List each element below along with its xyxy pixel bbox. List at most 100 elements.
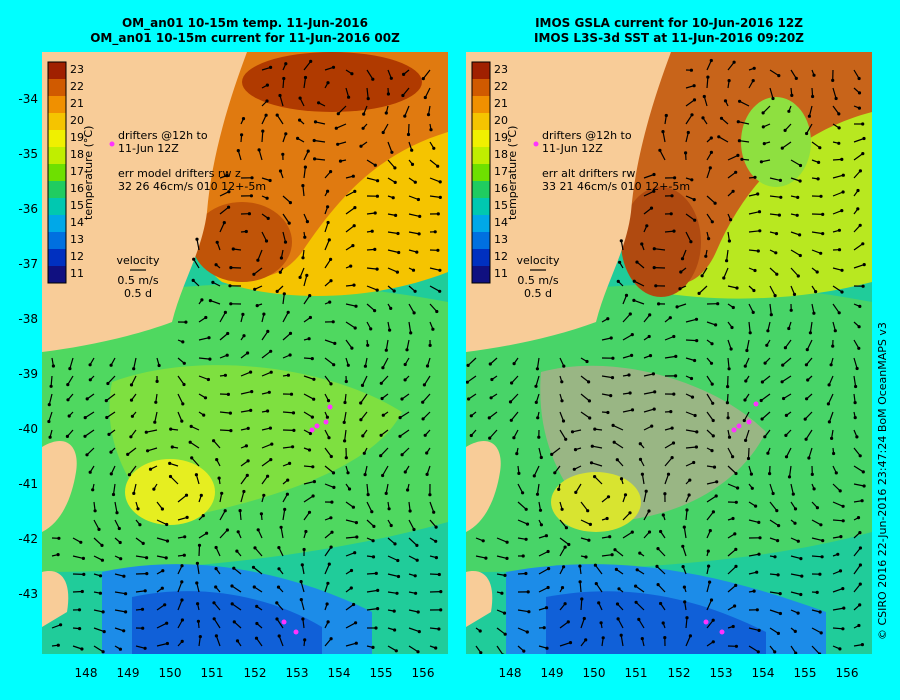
velocity-vector-head [389,306,393,310]
velocity-vector [580,411,591,419]
velocity-vector-head [398,416,402,420]
velocity-vector-head [466,380,469,384]
velocity-vector-head [81,556,85,560]
colorbar-tick-label: 11 [70,267,84,280]
velocity-vector-head [381,473,385,478]
velocity-vector [726,249,729,261]
velocity-vector [533,465,540,477]
velocity-vector [128,465,137,476]
velocity-vector-head [679,270,683,274]
velocity-vector-head [640,242,644,246]
velocity-vector-head [638,551,642,555]
velocity-vector-head [247,212,251,216]
velocity-vector [219,222,225,233]
velocity-vector [240,475,248,485]
velocity-vector [303,481,315,485]
velocity-vector-head [235,639,240,643]
velocity-vector-head [154,400,158,404]
velocity-vector-head [251,565,256,569]
velocity-vector [790,267,799,277]
velocity-vector-head [615,602,620,606]
velocity-vector-head [421,417,425,421]
velocity-vector-head [858,531,862,535]
velocity-vector-head [777,524,781,528]
velocity-vector-head [439,590,443,594]
velocity-vector-head [806,378,810,382]
velocity-vector-head [753,268,757,273]
velocity-vector [422,69,431,79]
right-map-panel: drifters @12h to 11-Jun 12Z err alt drif… [466,52,872,654]
velocity-vector-head [800,574,804,578]
velocity-vector-head [100,543,104,547]
longitude-label: 151 [624,666,648,680]
velocity-vector-head [400,453,404,457]
velocity-vector-head [302,547,306,552]
velocity-vector-head [804,363,808,367]
velocity-vector [382,123,389,133]
velocity-vector [253,566,263,575]
velocity-vector-head [307,510,312,514]
velocity-vector [517,519,528,525]
velocity-vector-head [750,486,754,490]
velocity-vector-head [702,94,706,99]
velocity-vector-head [384,111,388,115]
velocity-vector-head [434,556,438,560]
velocity-vector-head [330,530,334,534]
velocity-vector-head [406,488,410,492]
velocity-vector-head [278,93,282,98]
velocity-vector-head [652,266,656,270]
velocity-vector-head [98,591,102,595]
velocity-vector [105,393,116,402]
colorbar-tick-label: 20 [494,114,508,127]
velocity-vector [643,510,650,521]
velocity-vector-head [253,546,257,550]
velocity-vector [198,545,201,557]
velocity-vector-head [401,93,405,98]
velocity-vector [193,258,200,269]
velocity-vector [237,150,242,161]
velocity-vector [345,339,353,349]
velocity-vector-head [760,417,764,421]
velocity-vector [685,411,696,417]
velocity-vector-head [169,427,173,431]
velocity-vector [387,231,399,235]
velocity-vector-head [632,279,636,283]
velocity-vector-head [796,195,800,199]
velocity-vector-head [371,555,376,559]
velocity-vector-head [124,610,128,614]
velocity-vector-head [761,125,765,129]
mainland-land [42,52,247,352]
velocity-vector-head [347,95,351,99]
velocity-vector [191,457,200,467]
velocity-vector [706,619,714,629]
velocity-vector [718,136,729,143]
velocity-vector-head [656,547,660,551]
velocity-vector-head [182,553,186,557]
velocity-vector-head [265,83,269,87]
velocity-vector-head [656,583,660,587]
velocity-vector-head [831,78,835,82]
velocity-vector [685,635,691,647]
velocity-vector [324,546,332,557]
velocity-vector-head [693,358,697,363]
velocity-vector-head [277,567,281,571]
velocity-vector-head [669,212,673,216]
velocity-vector-head [48,435,52,439]
velocity-vector-head [796,611,800,615]
velocity-vector-head [478,629,482,633]
velocity-vector-head [487,416,491,420]
velocity-vector-head [262,312,266,316]
velocity-vector [853,564,861,575]
velocity-vector-head [755,608,759,612]
velocity-vector-head [180,419,184,423]
velocity-vector-head [384,491,388,495]
velocity-vector [643,391,655,395]
velocity-vector-head [688,634,692,638]
velocity-vector [559,537,570,545]
velocity-vector-head [630,333,634,337]
velocity-vector [345,303,357,307]
velocity-vector-head [700,274,704,278]
velocity-vector-head [202,413,206,417]
colorbar-swatch [48,113,66,130]
velocity-vector-head [534,400,538,404]
